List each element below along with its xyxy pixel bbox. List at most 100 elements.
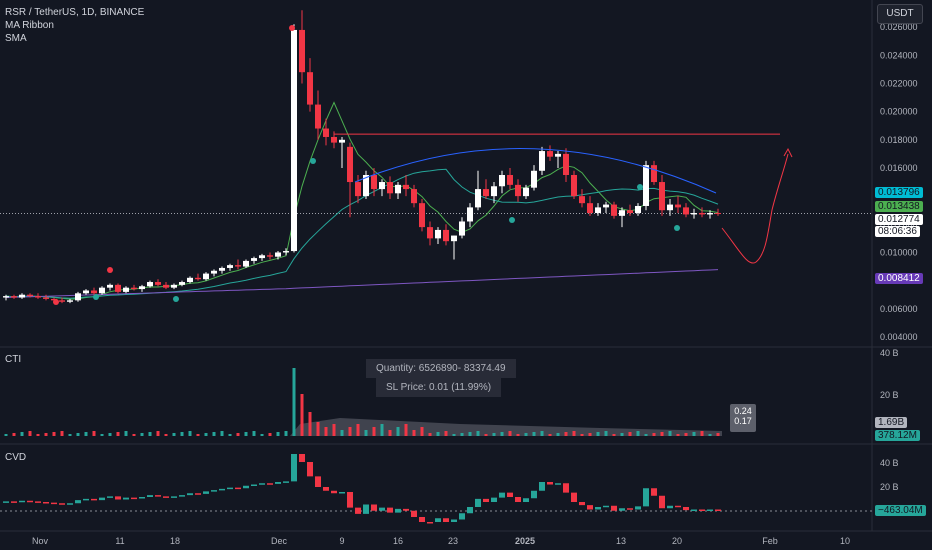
indicator-sma[interactable]: SMA [5,33,27,44]
price-tick-label: 0.020000 [880,107,918,117]
cvd-candle [435,518,441,522]
candle-body [379,182,385,190]
candle-body [155,282,161,285]
candle-body [491,186,497,197]
cti-pane: 40 B 20 B [4,348,899,436]
chart-grid [0,0,932,532]
currency-selector[interactable]: USDT [877,4,923,24]
candle-body [579,196,585,204]
price-tick-label: 0.016000 [880,163,918,173]
cvd-candle [187,493,193,496]
cti-bar [428,433,432,436]
cvd-candle [515,497,521,502]
cvd-candle [659,495,665,509]
candle-body [483,189,489,197]
cvd-candle [323,487,329,491]
projection-path [721,153,789,264]
cti-bar [580,434,584,436]
cvd-candle [475,498,481,507]
cti-bar [132,434,136,436]
cti-bar [404,424,408,436]
candle-body [315,104,321,129]
cvd-candle [427,522,433,524]
signal-dot [173,296,179,302]
cvd-candle [563,483,569,493]
candle-body [219,267,225,271]
cti-bar [180,432,184,436]
cti-bar [628,432,632,436]
cvd-candle [83,498,89,501]
cti-bar [52,432,56,436]
cvd-candle [707,509,713,511]
cti-bar [364,430,368,436]
cvd-candle [291,454,297,482]
cti-bar [660,432,664,436]
cti-bar [76,433,80,436]
candle-body [243,260,249,267]
candle-body [51,298,57,301]
candle-body [523,187,529,197]
candle-body [595,207,601,214]
candlestick-series [3,10,721,304]
candle-body [371,175,377,190]
cvd-candle [683,507,689,511]
cti-label[interactable]: CTI [5,354,22,365]
candle-body [683,207,689,215]
price-tick-label: 0.022000 [880,78,918,88]
candle-body [59,300,65,302]
candle-body [555,153,561,157]
cti-tag-gray: 1.69B [875,417,908,428]
cvd-candle [267,483,273,485]
time-axis[interactable]: Nov 11 18 Dec 9 16 23 2025 13 20 Feb 10 [32,536,850,546]
cti-bar [332,424,336,436]
cti-bar [244,432,248,436]
cti-bar [620,433,624,436]
price-axis[interactable]: 0.026000 0.024000 0.022000 0.020000 0.018000… [880,22,918,342]
rounding-arc [354,148,717,194]
cvd-candle [443,518,449,522]
cti-bar [268,433,272,436]
candle-body [43,297,49,299]
cvd-candle [483,498,489,502]
cti-bar [420,427,424,436]
candle-body [347,146,353,183]
candle-body [547,151,553,157]
cvd-candle [699,509,705,511]
countdown-tag: 08:06:36 [875,226,920,237]
cvd-candle [19,500,25,503]
candle-body [531,170,537,188]
candle-body [291,29,297,252]
cti-bar [612,434,616,436]
cti-tag-teal: 378.12M [875,430,920,441]
cti-bar [220,431,224,436]
cvd-candle [219,488,225,491]
projection-arrowhead [783,147,793,158]
candle-body [147,282,153,287]
cvd-label[interactable]: CVD [5,452,27,463]
cvd-candle [3,501,9,503]
cvd-candle [715,509,721,511]
cti-bar [44,433,48,436]
indicator-ma-ribbon[interactable]: MA Ribbon [5,20,54,31]
candle-body [387,182,393,194]
symbol-title[interactable]: RSR / TetherUS, 1D, BINANCE [5,7,145,18]
cvd-candle [595,507,601,510]
candle-body [131,287,137,290]
chart-legend: RSR / TetherUS, 1D, BINANCE MA Ribbon SM… [5,6,144,45]
cti-bar [188,431,192,436]
time-label: 11 [115,536,124,546]
signal-dot [53,299,59,305]
cti-bar [652,433,656,436]
candle-body [307,72,313,105]
cti-bar [564,432,568,436]
candle-body [451,235,457,242]
cti-bar [28,431,32,436]
candle-body [507,175,513,185]
candle-body [643,165,649,206]
candle-body [611,204,617,216]
cvd-candle [211,490,217,492]
cvd-candle [123,497,129,500]
candle-body [35,296,41,298]
cti-bar [460,433,464,436]
